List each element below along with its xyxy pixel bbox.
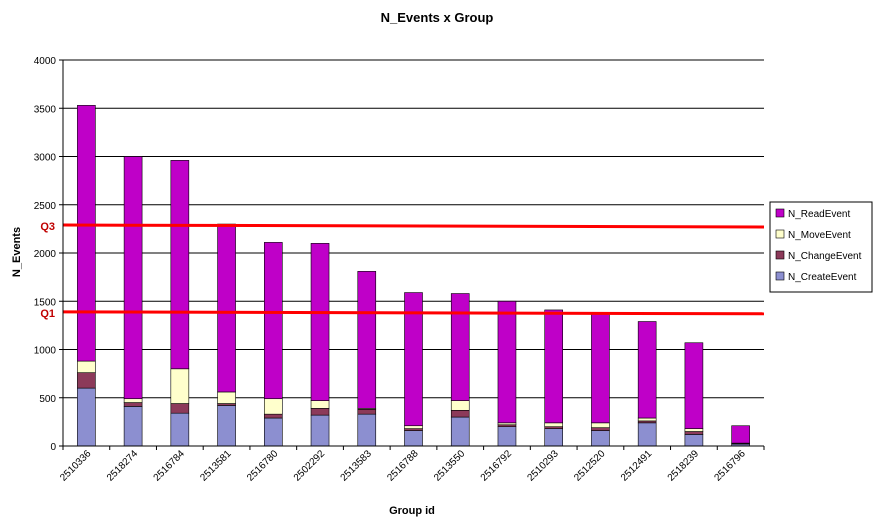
bar-n-moveevent-2512491 bbox=[638, 418, 656, 421]
legend-label-n-createevent: N_CreateEvent bbox=[788, 272, 857, 283]
x-tick-label: 2510293 bbox=[526, 448, 562, 484]
bar-n-moveevent-2518239 bbox=[685, 429, 703, 432]
bar-n-createevent-2516780 bbox=[264, 418, 282, 446]
legend-label-n-readevent: N_ReadEvent bbox=[788, 209, 850, 220]
bar-n-createevent-2518274 bbox=[124, 406, 142, 446]
bar-n-moveevent-2513581 bbox=[218, 392, 236, 404]
x-tick-label: 2516792 bbox=[479, 448, 515, 484]
legend-swatch-n-readevent bbox=[776, 209, 784, 217]
bar-n-moveevent-2516780 bbox=[264, 399, 282, 414]
bar-n-createevent-2513583 bbox=[358, 414, 376, 446]
bar-n-changeevent-2516784 bbox=[171, 404, 189, 414]
legend-swatch-n-changeevent bbox=[776, 251, 784, 259]
bar-n-readevent-2512491 bbox=[638, 322, 656, 419]
chart-title: N_Events x Group bbox=[381, 10, 494, 25]
x-tick-label: 2516788 bbox=[385, 448, 421, 484]
bar-n-changeevent-2518239 bbox=[685, 432, 703, 435]
bar-n-readevent-2513550 bbox=[451, 294, 469, 401]
y-axis-label: N_Events bbox=[11, 227, 23, 277]
bar-n-readevent-2516784 bbox=[171, 160, 189, 368]
legend-swatch-n-createevent bbox=[776, 272, 784, 280]
x-tick-label: 2513581 bbox=[198, 448, 234, 484]
reference-label-q3: Q3 bbox=[40, 221, 55, 233]
legend: N_ReadEvent N_MoveEvent N_ChangeEvent N_Cre… bbox=[770, 202, 872, 292]
x-tick-label: 2518239 bbox=[666, 448, 702, 484]
bar-n-readevent-2518239 bbox=[685, 343, 703, 429]
bar-n-readevent-2516792 bbox=[498, 301, 516, 423]
bar-n-changeevent-2502292 bbox=[311, 408, 329, 415]
bar-n-changeevent-2510336 bbox=[77, 373, 95, 388]
y-tick-label: 1000 bbox=[34, 346, 57, 357]
x-tick-label: 2502292 bbox=[292, 448, 328, 484]
bar-n-createevent-2513550 bbox=[451, 417, 469, 446]
y-tick-label: 2500 bbox=[34, 201, 57, 212]
reference-line-q1 bbox=[63, 312, 764, 314]
bar-n-createevent-2518239 bbox=[685, 434, 703, 446]
bar-n-changeevent-2513583 bbox=[358, 409, 376, 414]
y-tick-label: 0 bbox=[50, 442, 56, 453]
reference-lines: Q3 Q1 bbox=[40, 221, 764, 320]
bar-n-createevent-2516792 bbox=[498, 427, 516, 446]
bar-n-readevent-2510293 bbox=[545, 310, 563, 423]
bar-n-createevent-2516788 bbox=[405, 431, 423, 446]
legend-label-n-changeevent: N_ChangeEvent bbox=[788, 251, 862, 262]
x-axis-label: Group id bbox=[389, 505, 435, 517]
bar-n-moveevent-2512520 bbox=[591, 423, 609, 428]
y-tick-label: 1500 bbox=[34, 297, 57, 308]
bar-n-moveevent-2516784 bbox=[171, 369, 189, 404]
x-tick-label: 2518274 bbox=[105, 448, 141, 484]
x-tick-label: 2510336 bbox=[58, 448, 94, 484]
x-tick-label: 2513583 bbox=[339, 448, 375, 484]
reference-label-q1: Q1 bbox=[40, 308, 55, 320]
reference-line-q3 bbox=[63, 225, 764, 227]
bar-n-moveevent-2502292 bbox=[311, 401, 329, 409]
bar-n-readevent-2513581 bbox=[218, 224, 236, 392]
legend-swatch-n-moveevent bbox=[776, 230, 784, 238]
y-axis-ticks: 0 500 1000 1500 2000 2500 3000 3500 4000 bbox=[34, 56, 63, 453]
bar-n-createevent-2516784 bbox=[171, 413, 189, 446]
bar-n-createevent-2502292 bbox=[311, 415, 329, 446]
bar-n-readevent-2516796 bbox=[732, 426, 750, 443]
x-tick-label: 2512520 bbox=[572, 448, 608, 484]
x-tick-label: 2513550 bbox=[432, 448, 468, 484]
bar-n-readevent-2516780 bbox=[264, 242, 282, 398]
bar-n-changeevent-2516780 bbox=[264, 414, 282, 418]
bar-n-createevent-2512520 bbox=[591, 431, 609, 446]
y-tick-label: 500 bbox=[39, 394, 56, 405]
bar-n-moveevent-2516788 bbox=[405, 426, 423, 429]
x-tick-label: 2516784 bbox=[152, 448, 188, 484]
bar-n-createevent-2513581 bbox=[218, 405, 236, 446]
bar-n-createevent-2510293 bbox=[545, 429, 563, 446]
bar-n-changeevent-2513550 bbox=[451, 410, 469, 417]
y-tick-label: 4000 bbox=[34, 56, 57, 67]
bar-n-readevent-2502292 bbox=[311, 243, 329, 400]
x-tick-label: 2516796 bbox=[712, 448, 748, 484]
bar-n-readevent-2510336 bbox=[77, 105, 95, 361]
y-tick-label: 2000 bbox=[34, 249, 57, 260]
bar-n-readevent-2518274 bbox=[124, 157, 142, 399]
bar-n-changeevent-2512520 bbox=[591, 428, 609, 431]
legend-label-n-moveevent: N_MoveEvent bbox=[788, 230, 851, 241]
bar-n-changeevent-2518274 bbox=[124, 403, 142, 407]
x-tick-label: 2516780 bbox=[245, 448, 281, 484]
bar-n-createevent-2512491 bbox=[638, 423, 656, 446]
bar-n-moveevent-2513550 bbox=[451, 401, 469, 411]
y-tick-label: 3000 bbox=[34, 153, 57, 164]
x-axis-ticks: 2510336 2518274 2516784 2513581 2516780 25022… bbox=[58, 446, 764, 484]
x-tick-label: 2512491 bbox=[619, 448, 655, 484]
bar-n-moveevent-2518274 bbox=[124, 399, 142, 403]
bar-n-readevent-2513583 bbox=[358, 271, 376, 408]
bar-n-moveevent-2510293 bbox=[545, 423, 563, 427]
y-tick-label: 3500 bbox=[34, 104, 57, 115]
bar-n-createevent-2510336 bbox=[77, 388, 95, 446]
bar-n-readevent-2512520 bbox=[591, 314, 609, 423]
bar-n-moveevent-2510336 bbox=[77, 361, 95, 373]
